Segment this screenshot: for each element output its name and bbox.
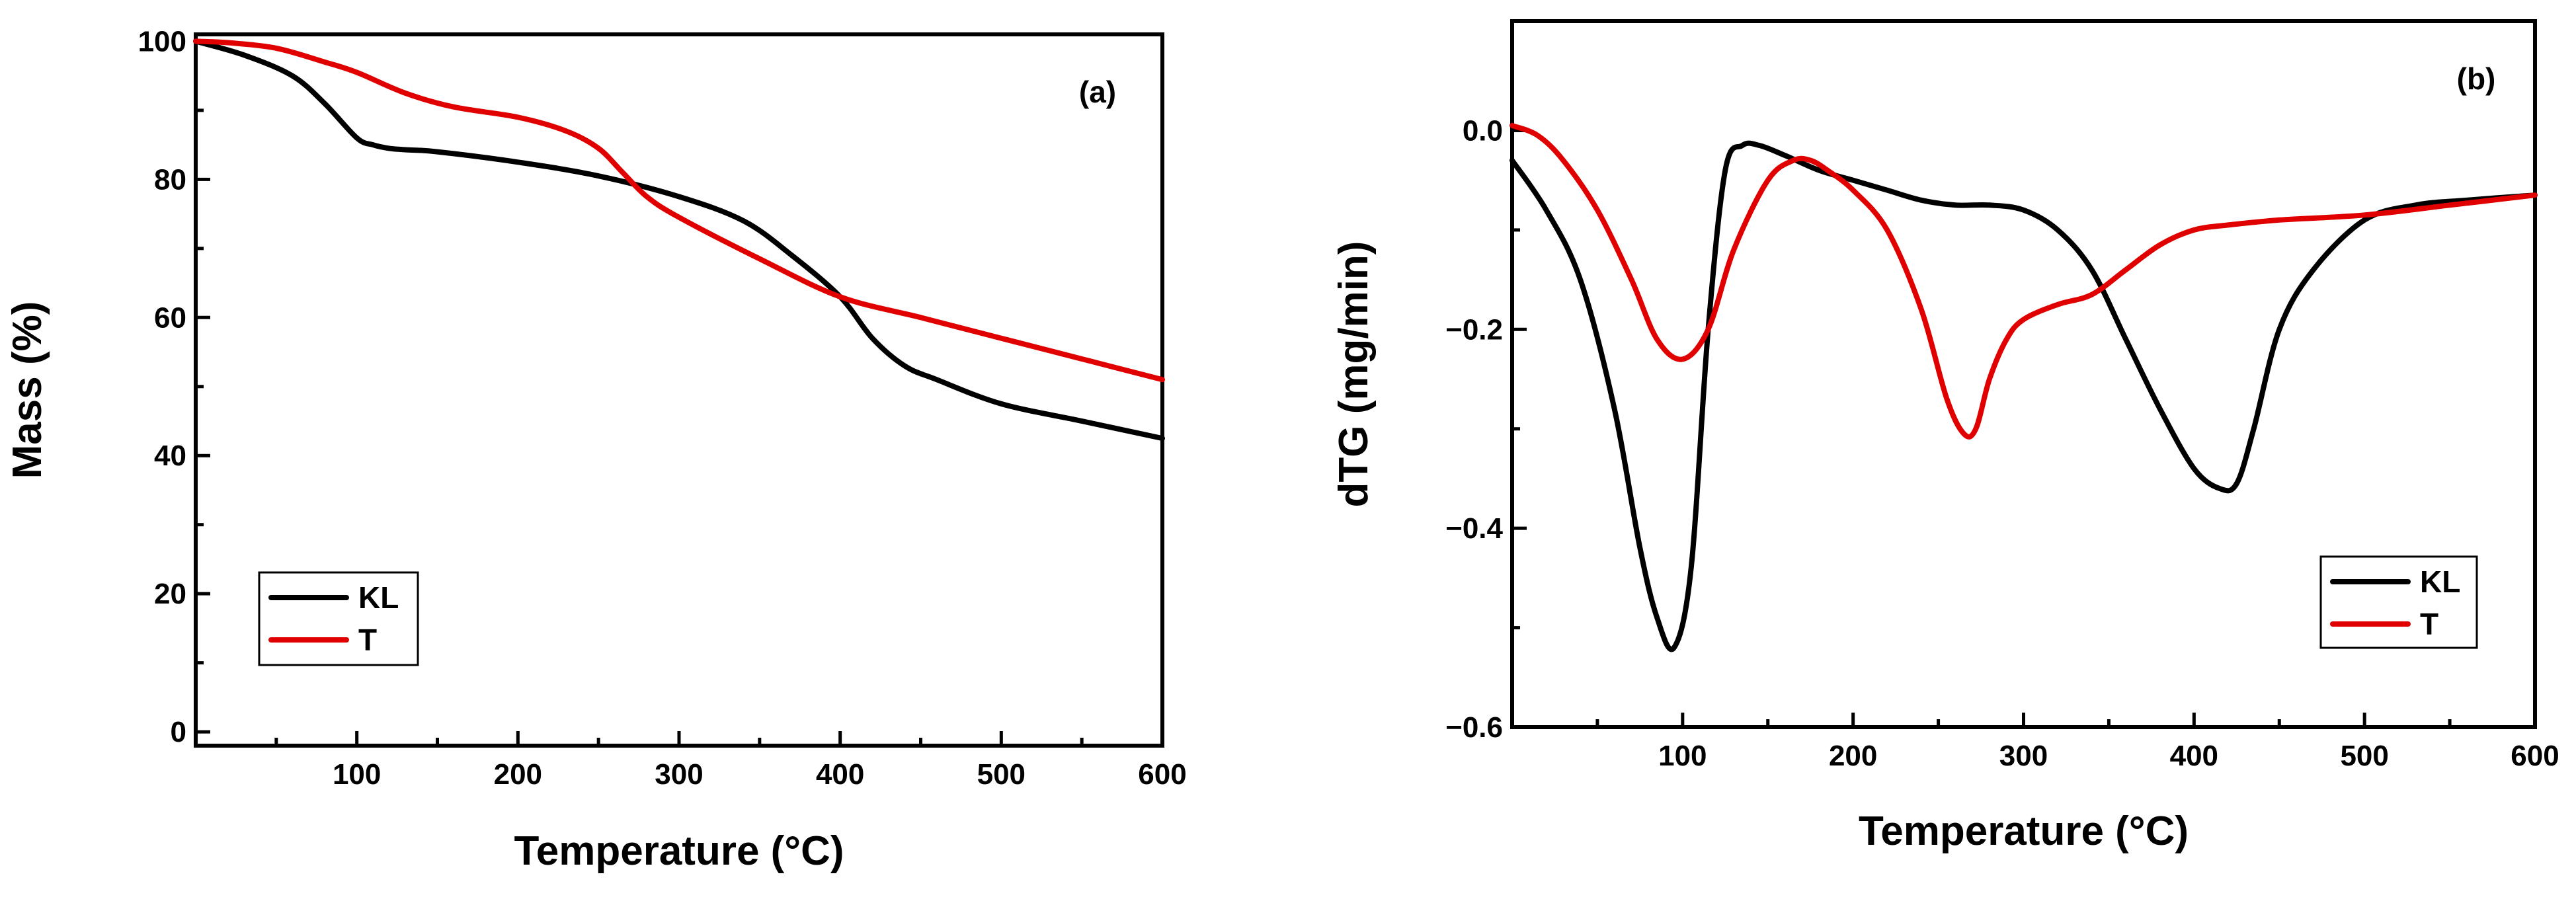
y-tick-label-b: −0.6 xyxy=(1445,711,1503,744)
y-tick-label-b: −0.4 xyxy=(1445,512,1503,545)
x-tick-label-a: 300 xyxy=(655,758,703,791)
y-tick-label-a: 100 xyxy=(138,25,186,58)
y-tick-label-a: 60 xyxy=(154,301,186,334)
y-tick-label-a: 0 xyxy=(171,716,186,748)
x-tick-label-b: 300 xyxy=(1999,740,2048,772)
series-a xyxy=(193,38,1165,442)
legend-label-kl-b: KL xyxy=(2420,565,2460,599)
series-line-kl-a xyxy=(193,38,1165,442)
legend-a: KL T xyxy=(258,571,419,666)
y-tick-label-a: 20 xyxy=(154,578,186,610)
y-tick-label-a: 40 xyxy=(154,440,186,472)
x-tick-label-b: 100 xyxy=(1658,740,1707,772)
legend-box-a xyxy=(258,571,419,666)
series-line-t-b xyxy=(1509,122,2538,440)
panel-label-a: (a) xyxy=(1079,75,1116,109)
series-line-t-a xyxy=(193,38,1165,383)
y-axis-title-a: Mass (%) xyxy=(5,301,50,479)
x-tick-label-b: 500 xyxy=(2340,740,2388,772)
legend-box-b xyxy=(2319,555,2478,649)
panel-a: 100 200 300 400 500 600 0 20 40 60 80 100 (a) Tempe… xyxy=(5,25,1187,874)
x-tick-label-b: 600 xyxy=(2511,740,2559,772)
x-tick-label-a: 500 xyxy=(977,758,1026,791)
y-tick-label-b: −0.2 xyxy=(1445,313,1503,346)
panel-label-b: (b) xyxy=(2457,61,2496,96)
x-axis-title-a: Temperature (°C) xyxy=(514,828,844,874)
series-line-kl-b xyxy=(1509,140,2538,652)
legend-label-t-a: T xyxy=(358,623,377,657)
series-b xyxy=(1509,122,2538,652)
legend-label-t-b: T xyxy=(2420,607,2438,641)
x-tick-label-a: 200 xyxy=(494,758,542,791)
x-tick-label-a: 100 xyxy=(333,758,381,791)
x-tick-label-a: 600 xyxy=(1138,758,1186,791)
x-tick-label-a: 400 xyxy=(816,758,864,791)
ticks-a: 100 200 300 400 500 600 0 20 40 60 80 100 xyxy=(138,25,1187,791)
y-tick-label-b: 0.0 xyxy=(1463,114,1503,147)
x-tick-label-b: 200 xyxy=(1829,740,1877,772)
ticks-b: 100 200 300 400 500 600 0.0 −0.2 −0.4 −0.6 xyxy=(1445,114,2559,772)
y-tick-label-a: 80 xyxy=(154,163,186,196)
x-axis-title-b: Temperature (°C) xyxy=(1859,808,2189,854)
panel-b: 100 200 300 400 500 600 0.0 −0.2 −0.4 −0.6 (b) Te… xyxy=(1331,19,2559,854)
legend-label-kl-a: KL xyxy=(358,580,399,615)
legend-b: KL T xyxy=(2319,555,2478,649)
y-axis-title-b: dTG (mg/min) xyxy=(1331,241,1377,508)
x-tick-label-b: 400 xyxy=(2170,740,2218,772)
